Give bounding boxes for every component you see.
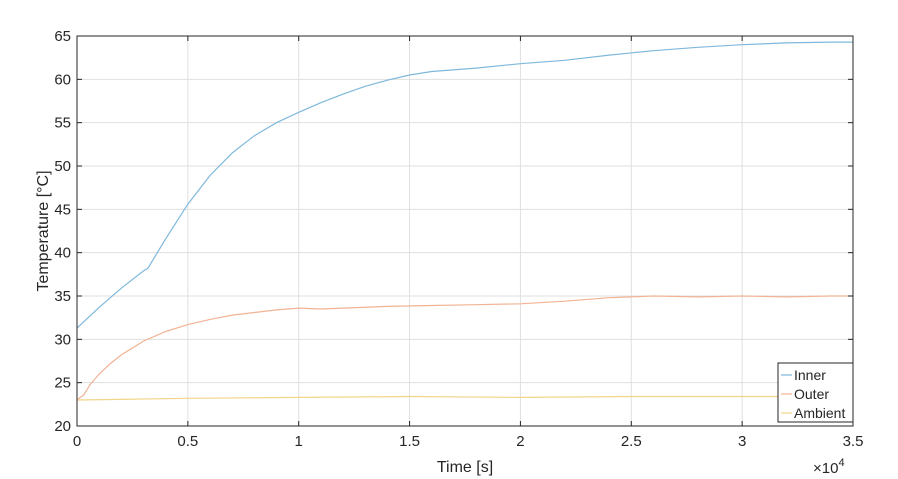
legend: Inner Outer Ambient <box>777 362 854 423</box>
y-tick-label: 55 <box>54 115 71 132</box>
y-tick-label: 60 <box>54 71 71 88</box>
x-axis-label: Time [s] <box>437 459 493 476</box>
x-tick-label: 2 <box>516 433 524 450</box>
y-tick-label: 35 <box>54 288 71 305</box>
legend-label-inner: Inner <box>794 367 826 383</box>
legend-label-outer: Outer <box>794 386 829 402</box>
y-tick-label: 65 <box>54 28 71 45</box>
x-tick-label: 1 <box>295 433 303 450</box>
x-axis-multiplier: ×104 <box>813 457 845 477</box>
y-tick-label: 40 <box>54 245 71 262</box>
series-line-inner <box>76 41 853 329</box>
x-axis-multiplier-exponent: 4 <box>838 457 844 469</box>
legend-label-ambient: Ambient <box>794 405 845 421</box>
x-tick-label: 0 <box>73 433 81 450</box>
y-tick-label: 20 <box>54 418 71 435</box>
series-layer <box>76 41 853 401</box>
series-line-outer <box>76 295 853 401</box>
y-tick-label: 30 <box>54 331 71 348</box>
series-line-ambient <box>76 395 853 401</box>
y-tick-label: 45 <box>54 201 71 218</box>
y-axis-label: Temperature [°C] <box>35 170 52 291</box>
x-tick-label: 1.5 <box>399 433 420 450</box>
x-tick-label: 3 <box>738 433 746 450</box>
axis-ticks: 0 0.5 1 1.5 2 2.5 3 3.5 20 25 30 35 40 45 50 55 60 65 <box>54 28 863 450</box>
y-tick-label: 50 <box>54 158 71 175</box>
x-tick-label: 0.5 <box>177 433 198 450</box>
x-tick-label: 3.5 <box>843 433 864 450</box>
plot-frame <box>76 35 854 427</box>
y-tick-label: 25 <box>54 375 71 392</box>
x-axis-multiplier-base: ×10 <box>813 460 838 477</box>
x-tick-label: 2.5 <box>621 433 642 450</box>
plot-area <box>77 36 853 426</box>
legend-box <box>777 362 854 423</box>
